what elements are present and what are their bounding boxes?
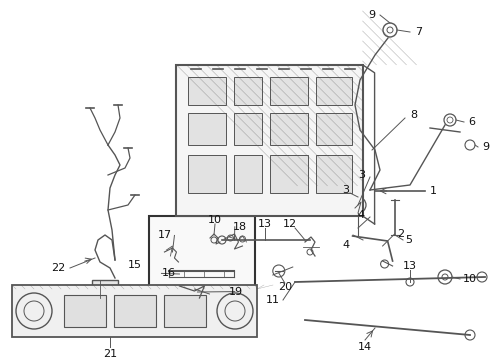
Text: 18: 18 xyxy=(233,222,247,232)
Text: 13: 13 xyxy=(403,261,417,271)
Bar xyxy=(270,113,308,145)
Bar xyxy=(164,295,206,327)
Text: 11: 11 xyxy=(266,295,280,305)
Text: 22: 22 xyxy=(51,263,65,273)
Text: 1: 1 xyxy=(430,186,437,196)
Bar xyxy=(92,280,118,298)
Text: 19: 19 xyxy=(229,287,243,297)
Text: 16: 16 xyxy=(161,269,175,278)
Text: 17: 17 xyxy=(157,230,171,240)
Text: 10: 10 xyxy=(463,274,477,284)
Bar xyxy=(317,113,352,145)
Bar xyxy=(270,155,308,193)
Bar xyxy=(12,285,257,337)
Bar xyxy=(270,77,308,105)
Bar xyxy=(64,295,106,327)
Text: 4: 4 xyxy=(343,240,349,250)
Text: 3: 3 xyxy=(358,170,365,180)
Text: 8: 8 xyxy=(410,110,417,120)
Text: 20: 20 xyxy=(278,282,292,292)
Bar xyxy=(317,155,352,193)
Text: 12: 12 xyxy=(283,219,297,229)
Bar xyxy=(317,77,352,105)
Text: 15: 15 xyxy=(127,260,142,270)
Bar xyxy=(188,77,226,105)
Text: 7: 7 xyxy=(415,27,422,37)
Text: 4: 4 xyxy=(358,210,365,220)
Text: 10: 10 xyxy=(208,215,222,225)
Bar xyxy=(114,295,156,327)
Text: 9: 9 xyxy=(368,10,375,20)
Bar xyxy=(176,65,363,216)
Text: 13: 13 xyxy=(258,219,272,229)
Text: 21: 21 xyxy=(103,349,117,359)
Text: 3: 3 xyxy=(343,185,349,195)
Bar xyxy=(234,113,263,145)
Bar xyxy=(234,77,263,105)
Text: 14: 14 xyxy=(358,342,372,352)
Text: 2: 2 xyxy=(397,229,405,239)
Bar xyxy=(188,113,226,145)
Bar xyxy=(234,155,263,193)
Text: 9: 9 xyxy=(482,142,489,152)
Bar xyxy=(149,216,255,324)
Text: 6: 6 xyxy=(468,117,475,127)
Bar xyxy=(188,155,226,193)
Text: 5: 5 xyxy=(405,235,412,245)
